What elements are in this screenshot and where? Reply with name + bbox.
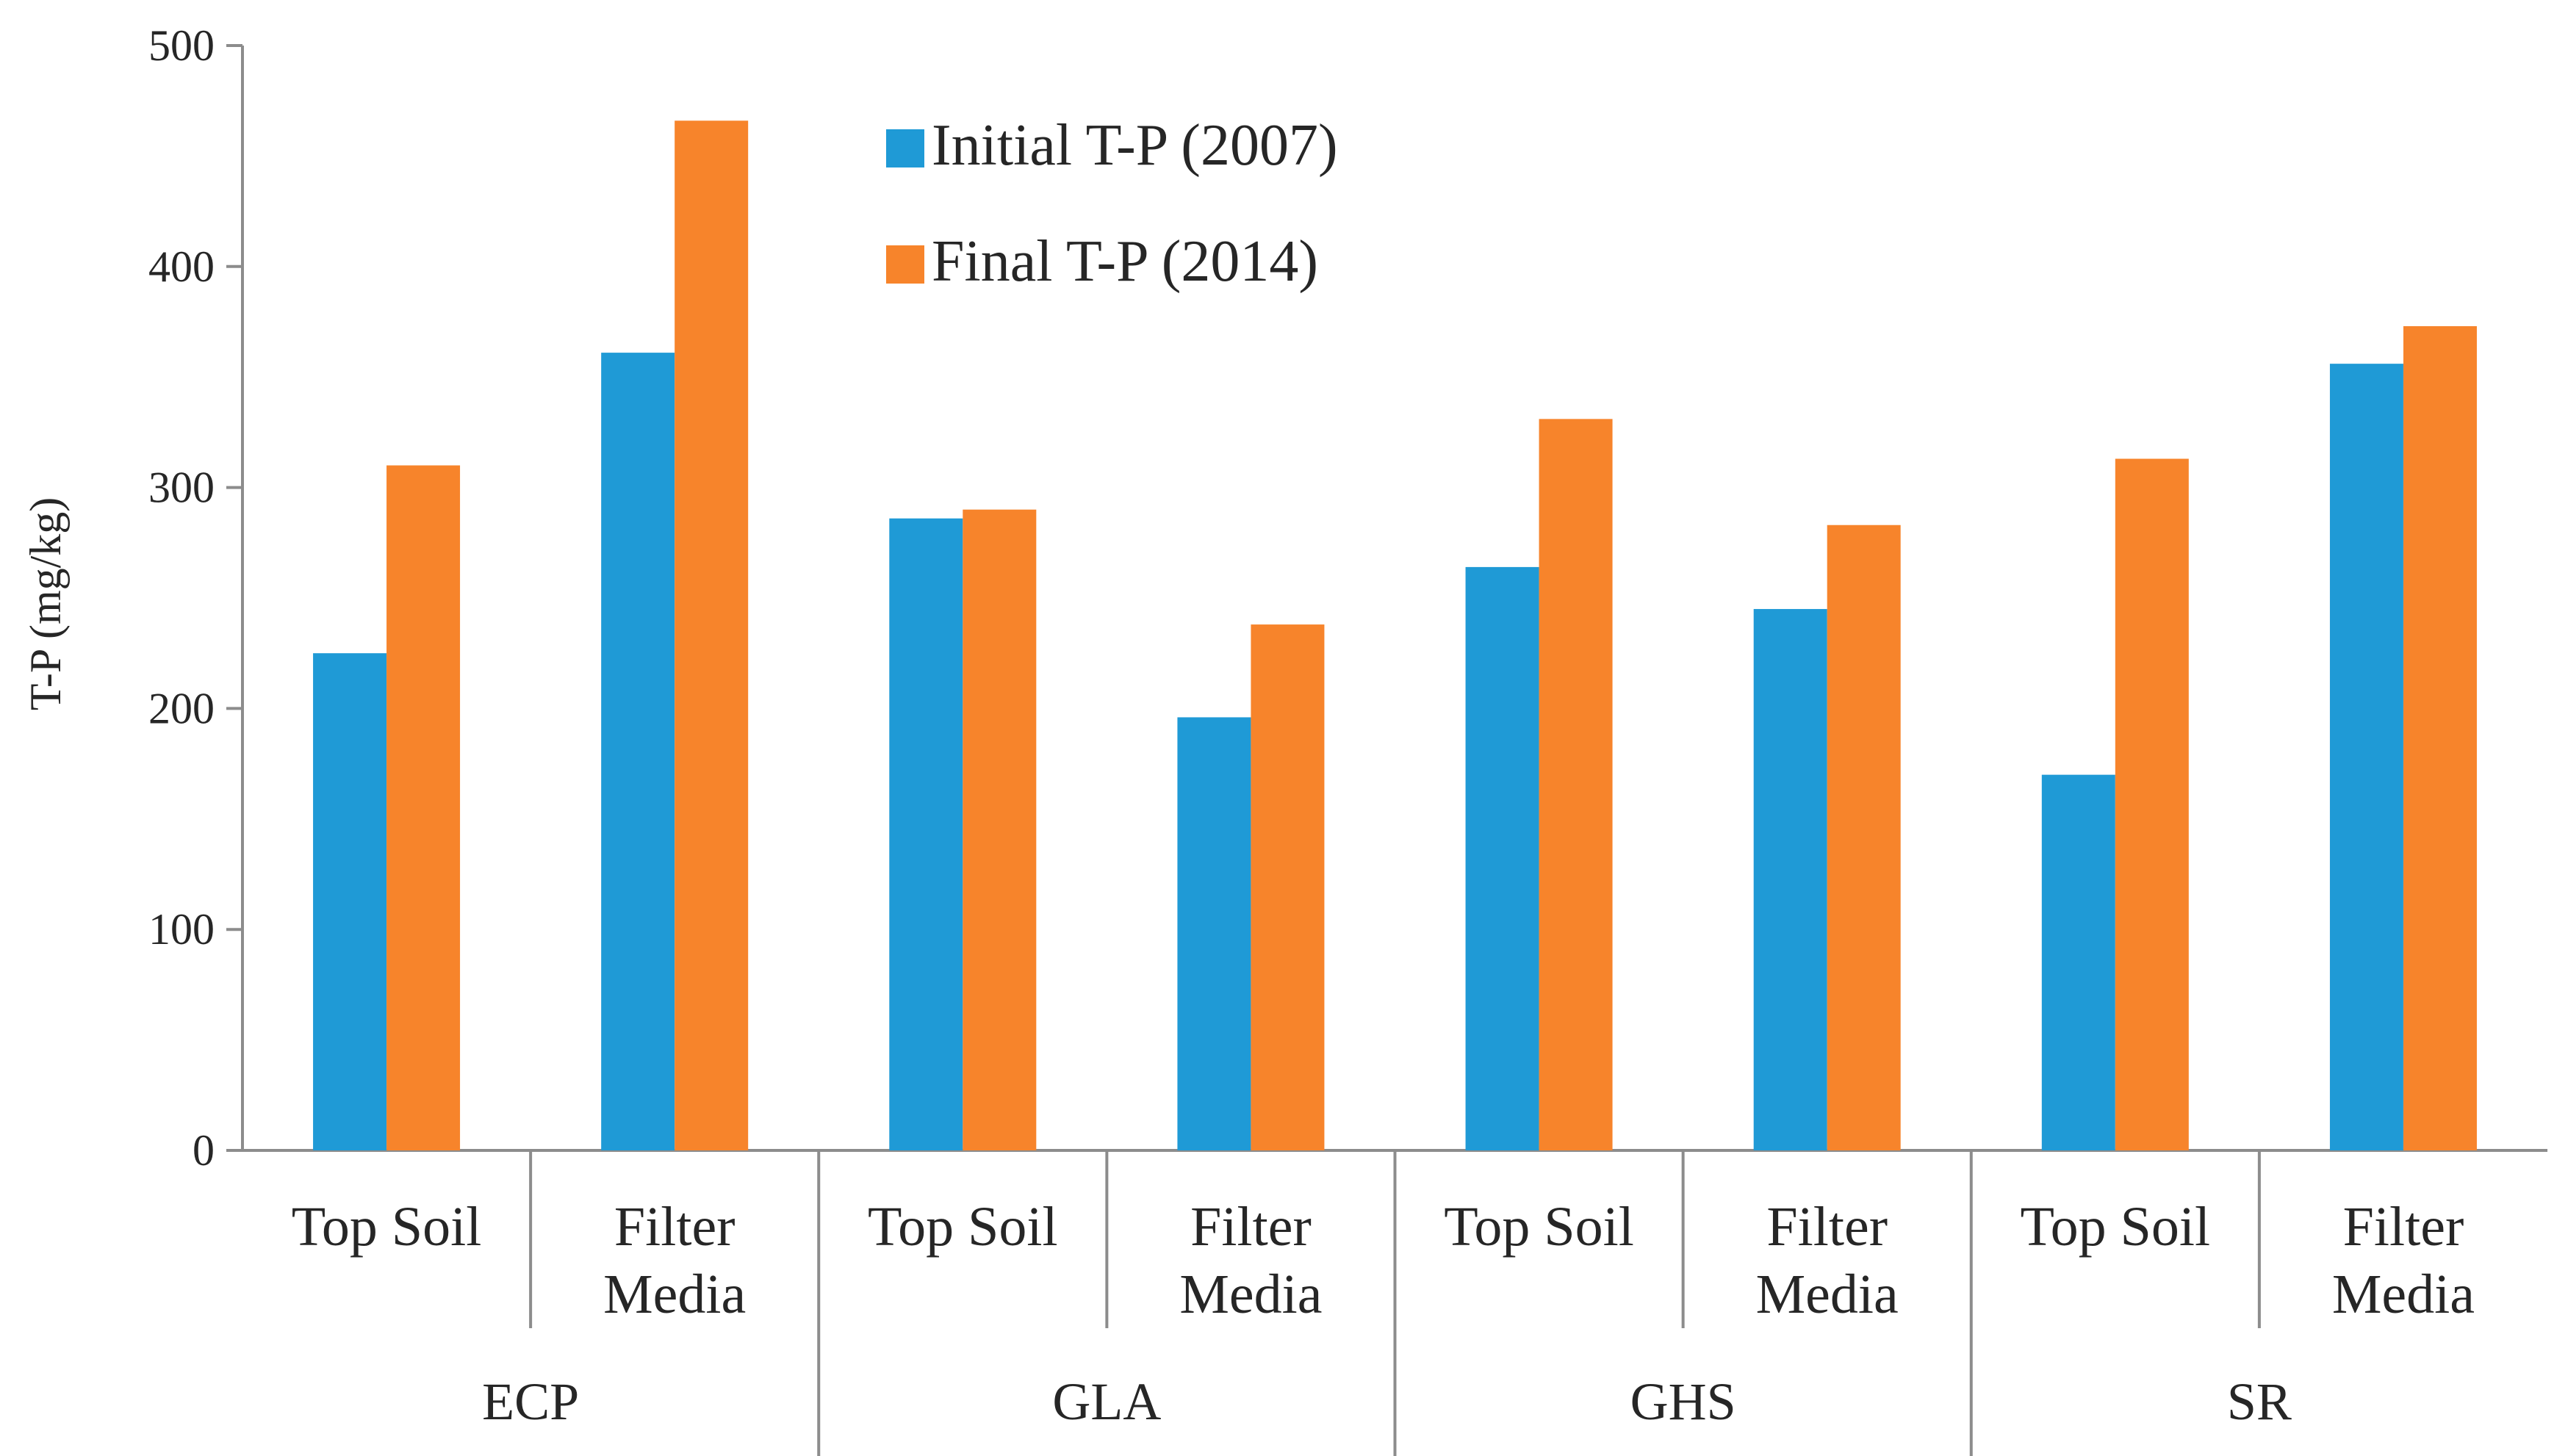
x-axis-categories: Top Soil Filter Media Top Soil Filter Media To… <box>292 1150 2475 1456</box>
legend-label: Final T-P (2014) <box>932 229 1318 294</box>
bar-final <box>2115 458 2189 1150</box>
bar-final <box>386 465 461 1150</box>
legend-label: Initial T-P (2007) <box>932 113 1338 178</box>
bar-initial <box>2329 364 2403 1151</box>
x-group-label: SR <box>2227 1372 2292 1431</box>
bar-final <box>675 120 749 1151</box>
y-tick-label: 0 <box>193 1126 215 1175</box>
bar-initial <box>1177 717 1251 1150</box>
bar-initial <box>313 653 387 1150</box>
x-group-label: GHS <box>1630 1372 1736 1431</box>
x-category-label: Top Soil <box>2021 1196 2211 1258</box>
chart-axes <box>241 46 2547 1152</box>
y-tick-label: 100 <box>148 905 215 954</box>
chart-legend: Initial T-P (2007) Final T-P (2014) <box>886 113 1338 294</box>
y-tick-label: 500 <box>148 21 215 70</box>
y-tick-label: 400 <box>148 242 215 291</box>
bar-final <box>1539 419 1613 1150</box>
bar-initial <box>2041 774 2115 1150</box>
bar-initial <box>889 518 963 1150</box>
bar-final <box>2403 326 2477 1150</box>
x-category-label: Filter Media <box>603 1196 746 1325</box>
x-group-label: ECP <box>482 1372 579 1431</box>
y-tick-label: 300 <box>148 464 215 512</box>
x-category-label: Filter Media <box>1756 1196 1899 1325</box>
chart-bars <box>313 120 2477 1151</box>
bar-initial <box>1753 609 1827 1150</box>
x-category-label: Top Soil <box>292 1196 482 1258</box>
legend-swatch <box>886 129 924 167</box>
y-axis-ticks: 0 100 200 300 400 500 <box>148 21 242 1175</box>
x-axis-groups: ECP GLA GHS SR <box>482 1372 2292 1431</box>
x-group-label: GLA <box>1052 1372 1161 1431</box>
y-axis-title: T-P (mg/kg) <box>21 497 70 711</box>
bar-initial <box>601 353 675 1150</box>
bar-final <box>1251 624 1325 1150</box>
y-tick-label: 200 <box>148 684 215 732</box>
bar-final <box>1827 525 1901 1150</box>
x-category-label: Top Soil <box>1444 1196 1634 1258</box>
bar-final <box>963 509 1037 1150</box>
x-category-label: Filter Media <box>2332 1196 2475 1325</box>
x-category-label: Top Soil <box>868 1196 1058 1258</box>
bar-initial <box>1465 566 1539 1150</box>
legend-swatch <box>886 245 924 284</box>
x-category-label: Filter Media <box>1179 1196 1322 1325</box>
